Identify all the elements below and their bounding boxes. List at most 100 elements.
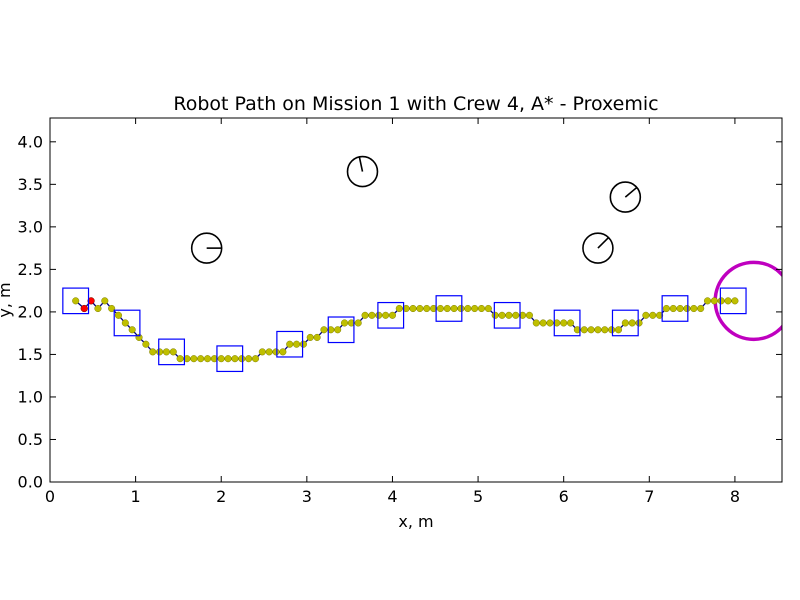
robot-pose-box-7 xyxy=(435,295,463,322)
path-point-18 xyxy=(197,355,205,363)
path-point-74 xyxy=(580,326,588,334)
path-point-39 xyxy=(340,319,349,327)
path-point-63 xyxy=(505,311,513,319)
x-tick-label-8: 8 xyxy=(730,487,740,506)
path-point-41 xyxy=(354,319,362,327)
path-point-21 xyxy=(217,355,225,363)
y-tick-label-8: 4.0 xyxy=(18,132,43,151)
crew-member-0 xyxy=(190,232,223,264)
crew-member-3 xyxy=(609,181,642,213)
path-point-35 xyxy=(313,333,321,341)
path-point-62 xyxy=(498,311,506,319)
path-point-79 xyxy=(614,326,623,334)
y-tick-label-6: 3.0 xyxy=(18,217,43,236)
x-tick-label-1: 1 xyxy=(131,487,141,506)
start-point-1 xyxy=(87,297,95,305)
path-point-76 xyxy=(594,326,602,334)
path-point-56 xyxy=(457,304,465,313)
start-point-0 xyxy=(80,304,88,313)
robot-pose-box-8 xyxy=(493,301,521,329)
path-point-9 xyxy=(135,333,143,341)
x-tick-label-5: 5 xyxy=(473,487,483,506)
path-point-57 xyxy=(464,304,472,313)
robot-pose-box-5 xyxy=(327,316,355,344)
y-tick-label-2: 1.0 xyxy=(18,387,43,406)
path-point-3 xyxy=(94,304,102,313)
y-tick-label-7: 3.5 xyxy=(18,175,43,194)
path-point-17 xyxy=(190,355,198,363)
path-point-31 xyxy=(286,340,294,348)
path-point-95 xyxy=(724,297,732,305)
path-point-19 xyxy=(203,355,212,363)
path-point-55 xyxy=(450,304,458,313)
path-point-90 xyxy=(690,304,698,313)
path-point-68 xyxy=(539,319,547,327)
path-point-67 xyxy=(532,319,540,327)
chart-title: Robot Path on Mission 1 with Crew 4, A* … xyxy=(173,93,658,115)
path-point-82 xyxy=(635,319,643,327)
crew-heading-2 xyxy=(597,236,610,249)
x-axis-label: x, m xyxy=(398,512,433,531)
robot-pose-box-2 xyxy=(158,338,186,366)
path-point-33 xyxy=(299,340,307,348)
robot-pose-box-3 xyxy=(216,345,244,373)
y-tick-label-1: 0.5 xyxy=(18,430,43,449)
path-point-86 xyxy=(662,304,670,313)
y-tick-label-4: 2.0 xyxy=(18,302,43,321)
path-point-46 xyxy=(388,311,397,319)
plot-area xyxy=(62,155,782,373)
path-point-61 xyxy=(491,311,499,319)
path-point-4 xyxy=(101,297,109,305)
x-tick-label-2: 2 xyxy=(216,487,226,506)
path-point-78 xyxy=(608,326,616,334)
robot-pose-box-4 xyxy=(276,330,304,358)
path-point-50 xyxy=(416,304,424,313)
crew-member-1 xyxy=(346,155,379,188)
robot-pose-box-9 xyxy=(553,309,581,337)
path-point-47 xyxy=(395,304,403,313)
y-axis: 0.0 0.5 1.0 1.5 2.0 2.5 3.0 3.5 4.0 xyxy=(18,132,782,492)
path-point-54 xyxy=(443,304,451,313)
path-point-24 xyxy=(238,355,246,363)
path-point-88 xyxy=(676,304,684,313)
path-point-23 xyxy=(231,355,239,363)
x-tick-label-0: 0 xyxy=(45,487,55,506)
path-point-26 xyxy=(251,355,260,363)
path-point-29 xyxy=(272,348,280,356)
robot-pose-box-12 xyxy=(719,287,747,315)
path-point-6 xyxy=(114,311,123,319)
path-point-49 xyxy=(409,304,417,313)
path-point-11 xyxy=(149,348,157,356)
path-point-5 xyxy=(108,304,116,313)
crew-heading-1 xyxy=(358,156,364,172)
path-point-43 xyxy=(368,311,376,319)
x-tick-label-3: 3 xyxy=(302,487,312,506)
path-point-12 xyxy=(156,348,164,356)
path-point-36 xyxy=(320,326,328,334)
path-point-81 xyxy=(628,319,636,327)
path-point-38 xyxy=(334,326,342,334)
path-point-92 xyxy=(703,297,712,305)
path-point-77 xyxy=(601,326,609,334)
path-point-32 xyxy=(293,340,301,348)
crew-member-2 xyxy=(582,232,614,264)
path-point-59 xyxy=(477,304,486,313)
path-point-80 xyxy=(621,319,629,327)
path-point-96 xyxy=(731,297,739,305)
path-point-44 xyxy=(375,311,383,319)
path-point-94 xyxy=(717,297,725,305)
path-point-10 xyxy=(142,340,150,348)
path-point-15 xyxy=(176,355,184,363)
axes-frame xyxy=(49,117,783,483)
path-point-25 xyxy=(245,355,253,363)
y-tick-label-3: 1.5 xyxy=(18,345,43,364)
path-point-84 xyxy=(649,311,657,319)
robot-pose-box-0 xyxy=(62,287,90,315)
path-point-53 xyxy=(436,304,444,313)
robot-pose-box-10 xyxy=(611,309,639,337)
path-point-91 xyxy=(697,304,705,313)
path-point-60 xyxy=(484,304,492,313)
path-point-87 xyxy=(669,304,677,313)
